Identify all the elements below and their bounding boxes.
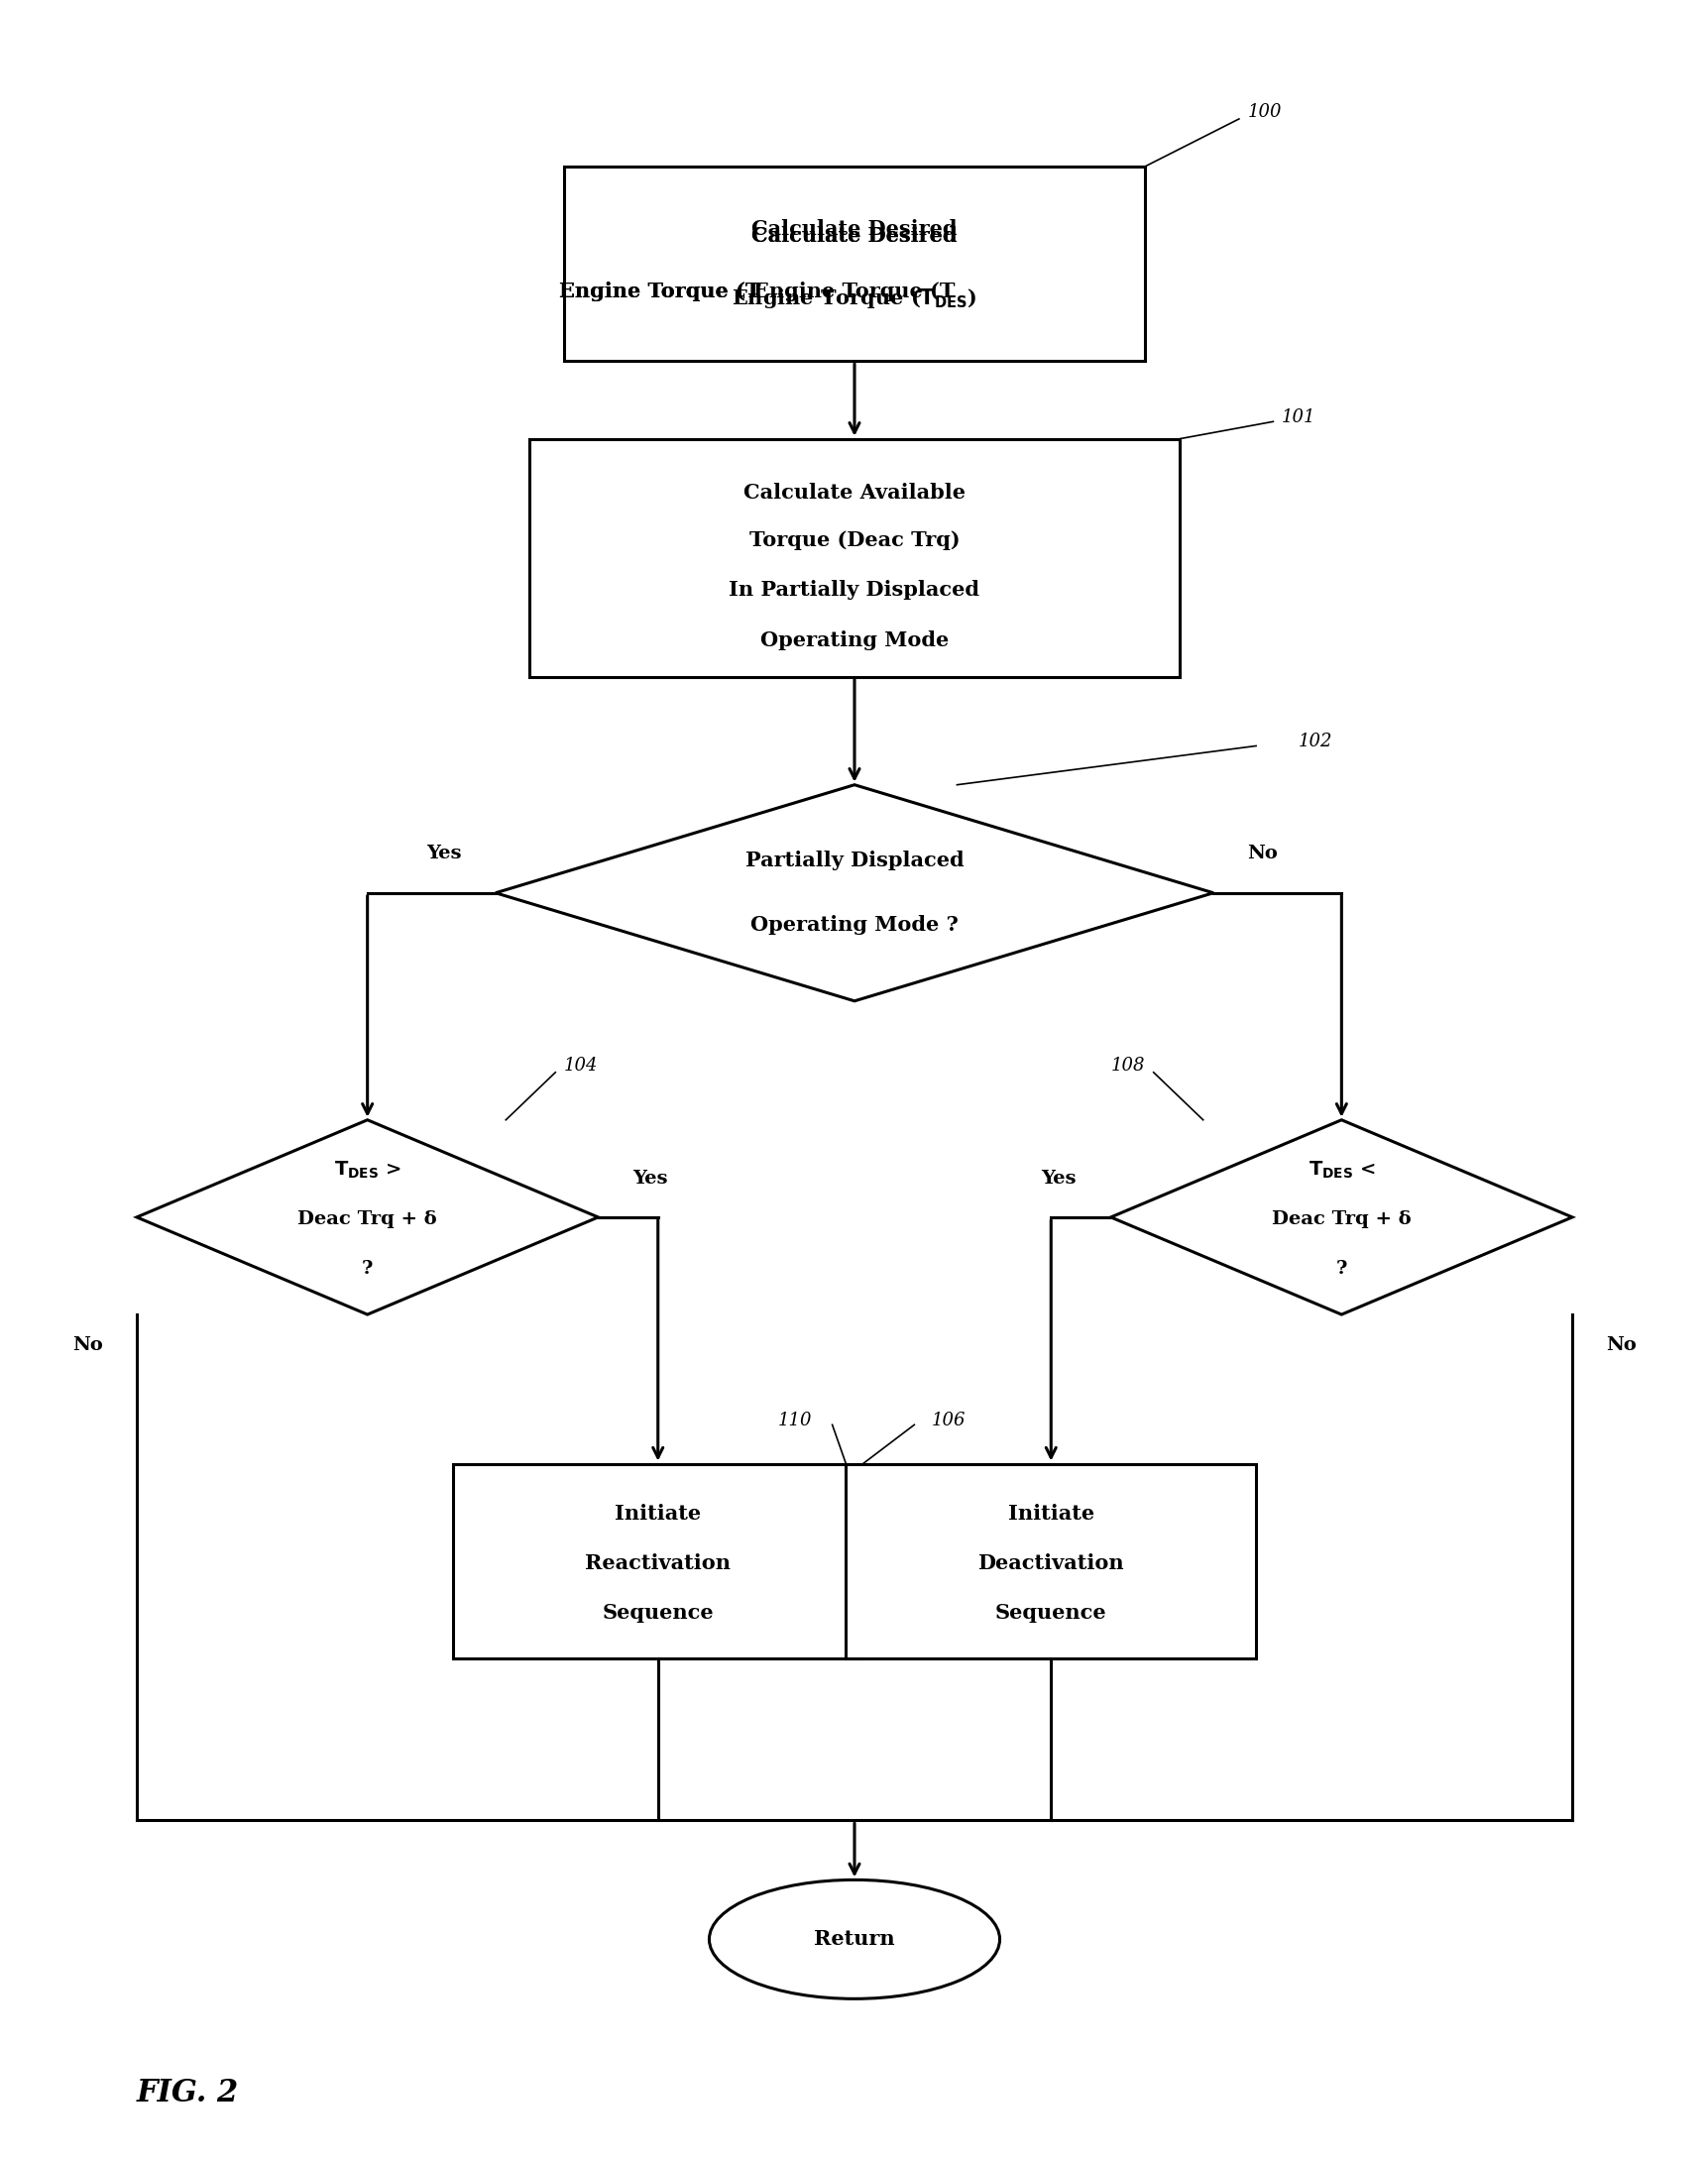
Text: In Partially Displaced: In Partially Displaced [729,579,979,601]
Text: 101: 101 [1281,409,1315,426]
Text: Yes: Yes [1040,1170,1076,1187]
Text: Return: Return [813,1929,895,1950]
Text: 104: 104 [564,1057,598,1075]
Text: Torque (Deac Trq): Torque (Deac Trq) [748,530,960,551]
Polygon shape [1110,1120,1571,1314]
FancyBboxPatch shape [845,1464,1255,1658]
Text: Yes: Yes [632,1170,668,1187]
Text: Engine Torque (T: Engine Torque (T [559,281,760,303]
Text: 110: 110 [777,1412,811,1429]
Text: Engine Torque (T: Engine Torque (T [559,281,760,303]
Text: Initiate: Initiate [1008,1503,1093,1524]
Text: Operating Mode: Operating Mode [760,629,948,651]
FancyBboxPatch shape [529,439,1179,677]
Text: ?: ? [1336,1260,1346,1278]
Text: Reactivation: Reactivation [584,1552,731,1574]
Text: ?: ? [362,1260,372,1278]
FancyBboxPatch shape [453,1464,863,1658]
Text: Calculate Desired: Calculate Desired [752,225,956,246]
Text: No: No [1606,1336,1636,1353]
Text: Engine Torque ($\mathbf{T_{DES}}$): Engine Torque ($\mathbf{T_{DES}}$) [731,285,977,311]
Text: Partially Displaced: Partially Displaced [745,850,963,871]
Text: No: No [72,1336,102,1353]
Text: Initiate: Initiate [615,1503,700,1524]
Text: 100: 100 [1247,104,1281,121]
Text: Sequence: Sequence [994,1602,1107,1624]
FancyBboxPatch shape [564,166,1144,361]
Text: 106: 106 [931,1412,965,1429]
Text: Yes: Yes [425,845,461,863]
Text: $\mathbf{T_{DES}}$ >: $\mathbf{T_{DES}}$ > [333,1159,401,1180]
Polygon shape [137,1120,598,1314]
Text: Calculate Desired: Calculate Desired [752,225,956,246]
Text: 102: 102 [1298,733,1332,750]
Text: Calculate Available: Calculate Available [743,482,965,504]
Polygon shape [495,785,1213,1001]
Text: Engine Torque (T: Engine Torque (T [753,281,955,303]
Text: Deactivation: Deactivation [977,1552,1124,1574]
Text: No: No [1247,845,1278,863]
Text: Operating Mode ?: Operating Mode ? [750,915,958,936]
Text: FIG. 2: FIG. 2 [137,2078,239,2108]
Text: $\mathbf{T_{DES}}$ <: $\mathbf{T_{DES}}$ < [1307,1159,1375,1180]
Text: Sequence: Sequence [601,1602,714,1624]
Text: 108: 108 [1110,1057,1144,1075]
Text: Deac Trq + δ: Deac Trq + δ [297,1211,437,1228]
Text: Calculate Desired: Calculate Desired [752,218,956,240]
Text: Deac Trq + δ: Deac Trq + δ [1271,1211,1411,1228]
Ellipse shape [709,1879,999,1998]
